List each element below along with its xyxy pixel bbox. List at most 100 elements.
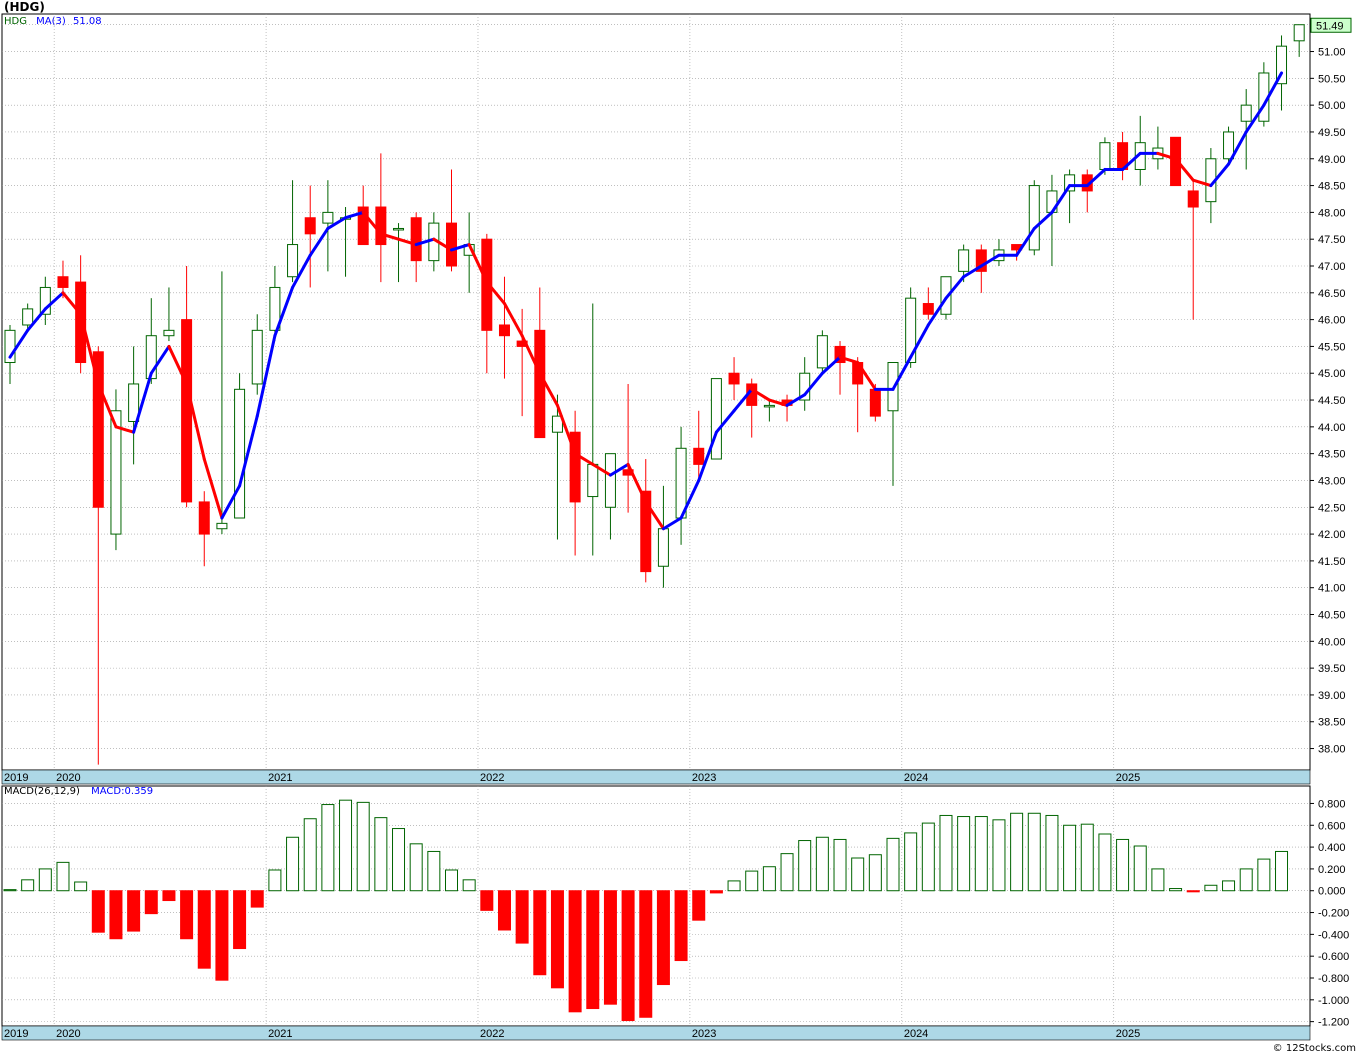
macd-bar [180,890,194,940]
macd-bar [886,837,900,892]
macd-bar [74,881,88,892]
candle-body [657,528,669,567]
macd-bar [1027,812,1041,892]
price-tick-label: 40.50 [1318,610,1346,622]
ma-segment [1227,130,1248,166]
ma-segment [573,452,595,466]
candle-body [22,308,34,326]
macd-bar [374,817,388,892]
macd-bar [303,818,317,892]
price-tick-label: 38.00 [1318,744,1346,756]
macd-bar [1222,880,1236,892]
ma-segment [891,355,913,391]
price-legend: HDG MA(3) 51.08 [4,16,102,27]
date-tick-label: 2022 [480,772,504,784]
candle-body [57,276,69,288]
macd-tick-label: -0.600 [1318,951,1349,963]
macd-bar [356,801,370,892]
ma-segment [220,484,242,520]
last-price-label: 51.49 [1316,20,1344,32]
ma-segment [1085,167,1107,188]
price-tick-label: 45.00 [1318,368,1346,380]
price-tick-label: 51.00 [1318,47,1346,59]
price-tick-label: 49.50 [1318,127,1346,139]
macd-bar [1063,824,1077,892]
macd-bar [250,890,264,908]
macd-bar [798,840,812,892]
price-tick-label: 48.00 [1318,207,1346,219]
macd-bar [197,890,211,969]
ma-segment [502,302,524,338]
macd-bar [692,890,706,921]
ma-segment [1032,210,1054,230]
macd-bar [1133,845,1147,892]
ma-segment [732,387,754,413]
ma-segment [79,312,100,386]
candle-body [1064,174,1076,192]
macd-bar [392,828,406,892]
ma-segment [238,414,259,488]
price-tick-label: 38.50 [1318,717,1346,729]
macd-value: MACD:0.359 [91,786,154,797]
candle-body [940,276,952,315]
macd-bar [904,832,918,892]
ma-segment [1156,151,1178,161]
date-tick-label: 2025 [1116,1028,1140,1040]
ma-segment [555,403,577,456]
candle-body [763,404,775,408]
price-tick-label: 44.50 [1318,395,1346,407]
ma-segment [132,371,153,434]
ma-segment [909,323,930,359]
macd-bar [603,890,617,1005]
macd-bar [480,890,494,911]
date-tick-label: 2024 [904,1028,928,1040]
macd-bar [833,838,847,892]
macd-bar [1010,812,1024,892]
ma-segment [679,478,701,520]
macd-bar [286,836,300,892]
ma-segment [432,237,453,252]
ma-segment [626,462,648,504]
ma-segment [591,462,612,477]
ma-segment [979,253,1001,268]
candle-body [551,415,563,433]
candle-body [534,329,546,439]
ma-segment [538,371,559,407]
price-tick-label: 43.00 [1318,475,1346,487]
price-tick-label: 41.50 [1318,556,1346,568]
macd-bar [56,861,70,892]
price-tick-label: 42.50 [1318,502,1346,514]
ma-segment [379,232,401,241]
macd-tick-label: -0.800 [1318,973,1349,985]
macd-bar [674,890,688,962]
price-tick-label: 46.50 [1318,288,1346,300]
candle-body [905,297,917,364]
date-tick-label: 2021 [268,772,292,784]
candle-body [251,329,263,385]
macd-bar [38,868,52,892]
macd-bar [533,890,547,976]
candle-body [728,372,740,385]
ma-segment [291,253,312,289]
macd-bar [233,890,247,950]
candle-body [181,319,193,503]
candle-body [1099,142,1111,170]
date-tick-label: 2024 [904,772,928,784]
macd-bar [656,890,670,986]
price-tick-label: 45.50 [1318,341,1346,353]
date-tick-label: 2020 [56,1028,80,1040]
macd-tick-label: -0.200 [1318,908,1349,920]
candle-body [1276,45,1288,85]
candle-body [163,329,175,337]
candle-body [4,329,16,364]
macd-bar [409,843,423,892]
price-tick-label: 50.50 [1318,73,1346,85]
macd-bar [586,890,600,1010]
candle-body [958,249,970,272]
ma-segment [1174,157,1195,182]
macd-bar [621,890,635,1022]
date-tick-label: 2023 [692,772,716,784]
macd-bar [1080,823,1094,892]
legend-ma-label: MA(3) [36,16,66,27]
